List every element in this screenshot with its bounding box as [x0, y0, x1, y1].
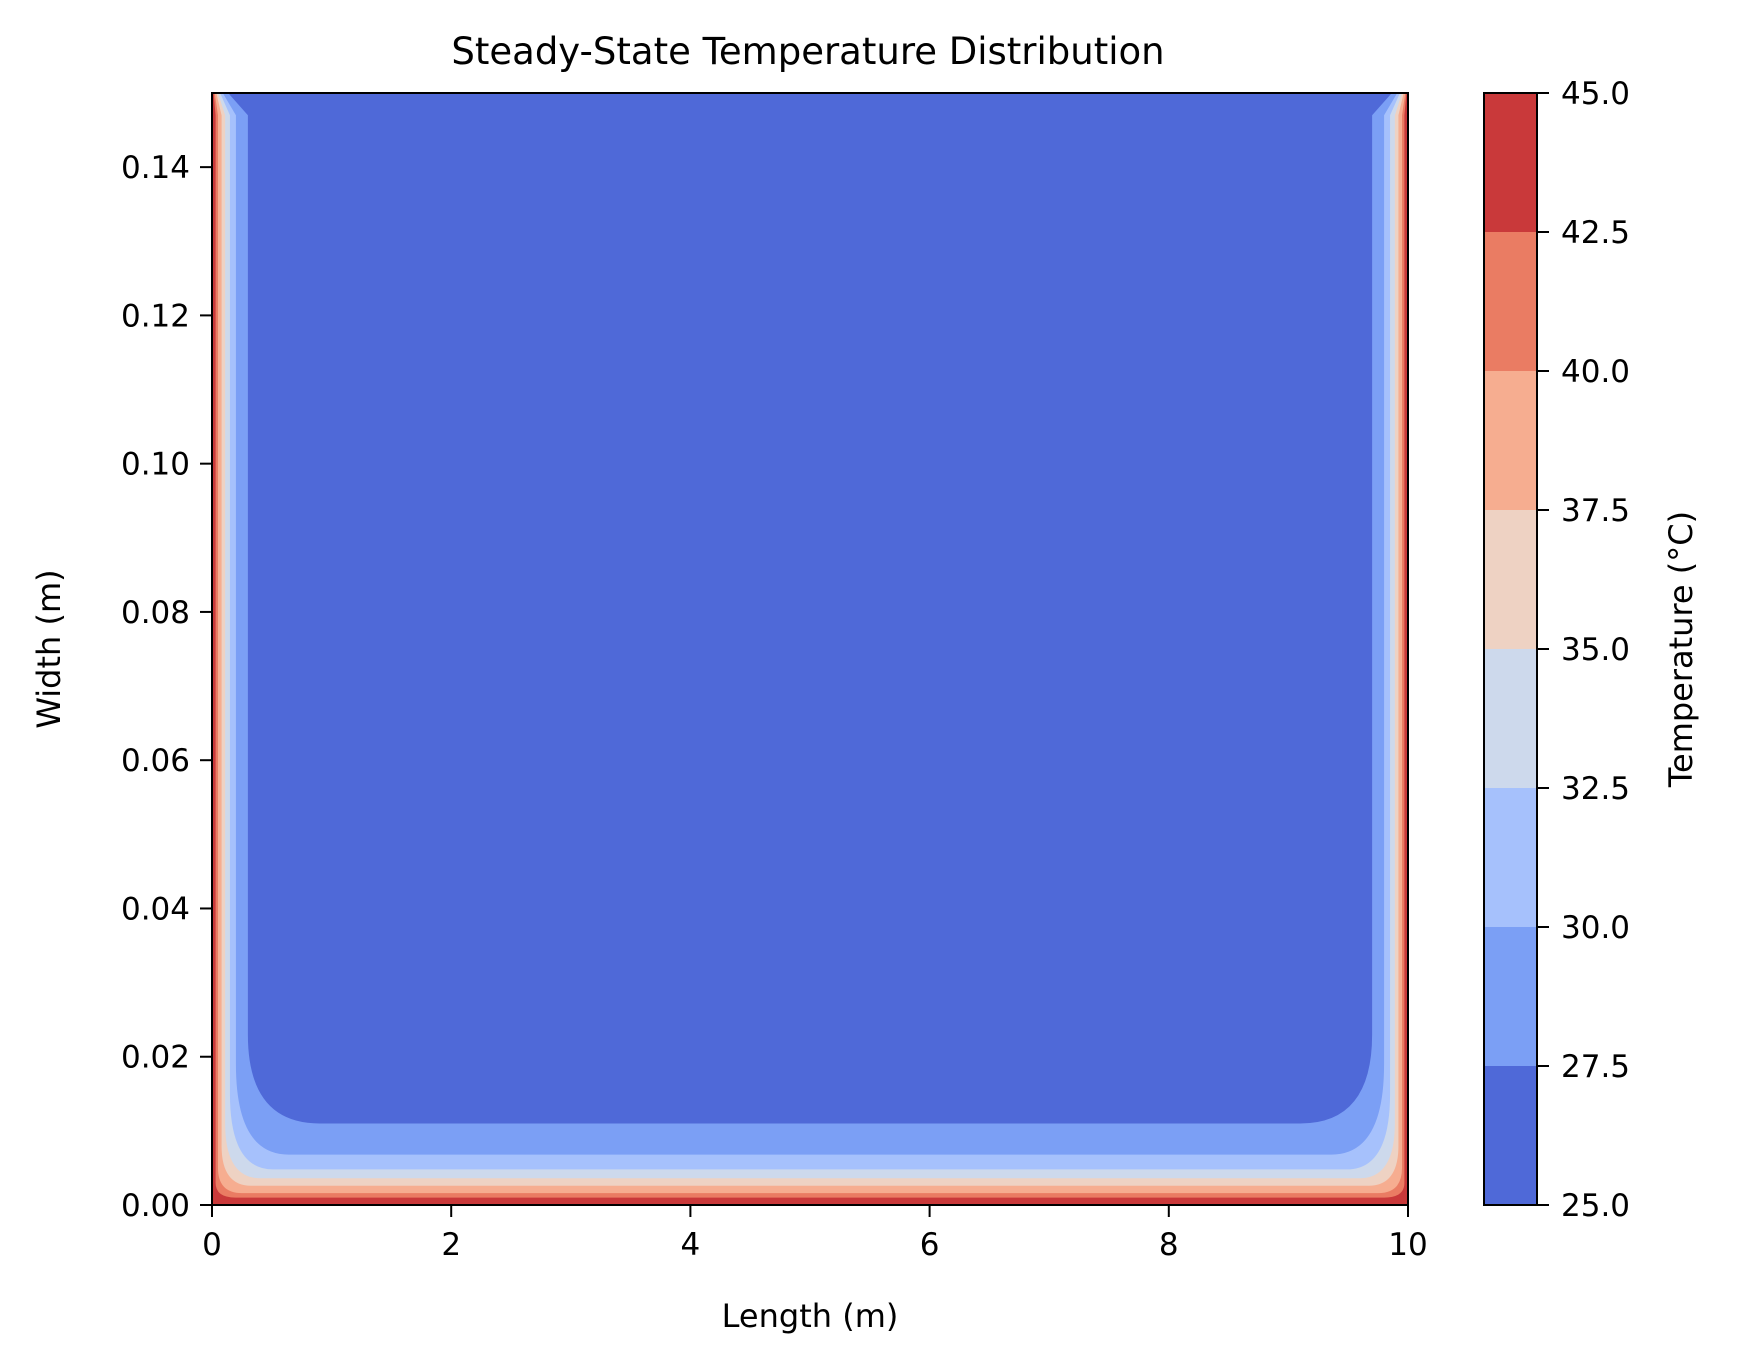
colorbar-tick-label: 37.5 [1561, 493, 1630, 529]
y-tick-label: 0.10 [121, 447, 190, 483]
plot-area [211, 92, 1409, 1206]
y-axis: 0.00 0.02 0.04 0.06 0.08 0.10 0.12 0.14 [121, 150, 212, 1224]
colorbar-tick-label: 27.5 [1561, 1049, 1630, 1085]
y-axis-title: Width (m) [30, 569, 68, 728]
colorbar: 25.0 27.5 30.0 32.5 35.0 37.5 40.0 42.5 45.0 Tem… [1483, 76, 1700, 1224]
colorbar-tick-label: 32.5 [1561, 771, 1630, 807]
y-tick-label: 0.12 [121, 298, 190, 334]
y-tick-label: 0.04 [121, 891, 190, 927]
y-tick-label: 0.00 [121, 1188, 190, 1224]
colorbar-tick-label: 40.0 [1561, 354, 1630, 390]
colorbar-tick-label: 42.5 [1561, 215, 1630, 251]
colorbar-band [1484, 232, 1537, 371]
colorbar-band [1484, 1066, 1537, 1205]
chart-title: Steady-State Temperature Distribution [451, 30, 1164, 73]
y-tick-label: 0.02 [121, 1040, 190, 1076]
y-tick-label: 0.14 [121, 150, 190, 186]
contour-band-27-5 [228, 93, 1392, 1124]
colorbar-band [1484, 93, 1537, 232]
y-tick-label: 0.06 [121, 743, 190, 779]
colorbar-band [1484, 510, 1537, 649]
x-tick-label: 2 [441, 1227, 461, 1263]
y-tick-label: 0.08 [121, 595, 190, 631]
x-axis: 0 2 4 6 8 10 [202, 1205, 1428, 1263]
colorbar-tick-label: 35.0 [1561, 632, 1630, 668]
x-tick-label: 10 [1388, 1227, 1427, 1263]
colorbar-tick-label: 25.0 [1561, 1188, 1630, 1224]
colorbar-title: Temperature (°C) [1662, 511, 1700, 788]
colorbar-band [1484, 927, 1537, 1066]
x-tick-label: 8 [1159, 1227, 1179, 1263]
colorbar-band [1484, 649, 1537, 788]
x-tick-label: 0 [202, 1227, 222, 1263]
colorbar-bands [1484, 93, 1537, 1205]
colorbar-tick-label: 45.0 [1561, 76, 1630, 112]
x-axis-title: Length (m) [722, 1297, 899, 1335]
colorbar-band [1484, 788, 1537, 927]
x-tick-label: 4 [681, 1227, 701, 1263]
x-tick-label: 6 [920, 1227, 940, 1263]
contour-fills [212, 93, 1408, 1205]
plot-frame [211, 92, 1409, 1206]
colorbar-ticks: 25.0 27.5 30.0 32.5 35.0 37.5 40.0 42.5 45.0 [1537, 76, 1630, 1224]
colorbar-band [1484, 371, 1537, 510]
colorbar-tick-label: 30.0 [1561, 910, 1630, 946]
